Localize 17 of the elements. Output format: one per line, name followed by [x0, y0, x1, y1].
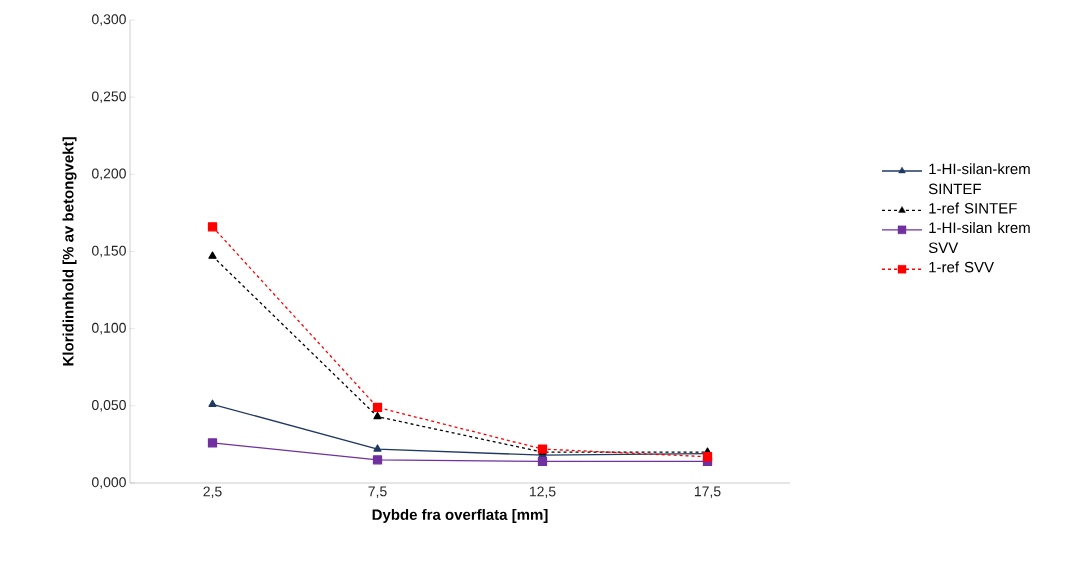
y-tick-label: 0,250 — [91, 91, 126, 103]
y-tick-label: 0,300 — [91, 14, 126, 26]
y-tick-label: 0,000 — [91, 477, 126, 489]
x-axis-title: Dybde fra overflata [mm] — [372, 508, 548, 523]
y-tick-label: 0,150 — [91, 245, 126, 258]
y-axis-title: Kloridinnhold [% av betongvekt] — [62, 137, 77, 366]
legend-label: 1-HI-silan krem SVV — [928, 222, 1030, 254]
legend-label: 1-HI-silan-krem SINTEF — [928, 163, 1030, 195]
x-tick-label: 12,5 — [529, 486, 556, 499]
y-tick-label: 0,050 — [91, 400, 126, 412]
y-tick-label: 0,100 — [91, 322, 126, 335]
y-tick-label: 0,200 — [91, 168, 126, 181]
legend-label: 1-ref SVV — [929, 261, 994, 273]
x-tick-label: 7,5 — [368, 486, 387, 498]
x-tick-label: 2,5 — [203, 486, 222, 499]
legend-label: 1-ref SINTEF — [929, 202, 1017, 214]
x-tick-label: 17,5 — [694, 486, 721, 498]
